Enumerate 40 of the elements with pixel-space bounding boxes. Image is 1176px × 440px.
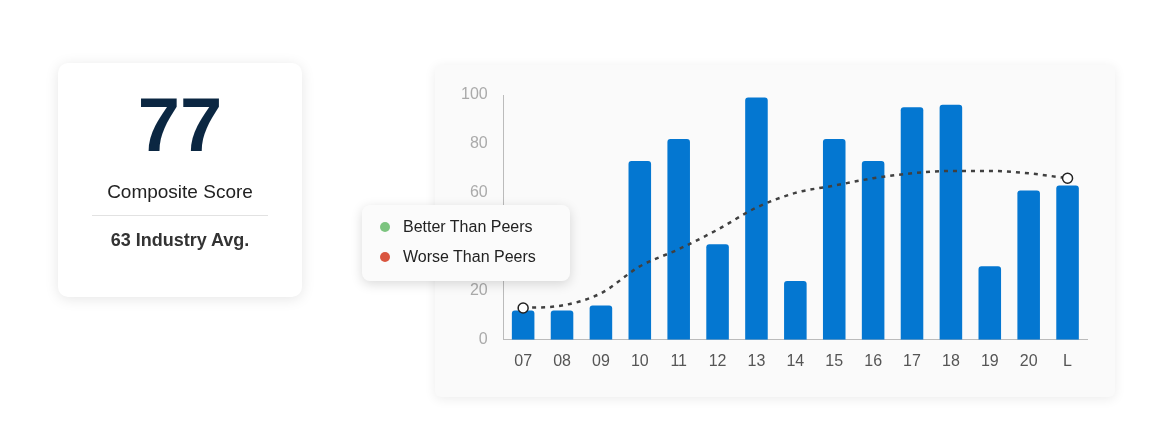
text: 77 xyxy=(136,82,224,167)
y-tick-label: 20 xyxy=(469,281,488,299)
x-tick-label: 09 xyxy=(592,351,610,369)
legend-label: Worse Than Peers xyxy=(403,248,536,266)
bar xyxy=(628,161,652,340)
bar xyxy=(978,266,1002,340)
x-tick-label: 18 xyxy=(942,351,960,369)
bar xyxy=(861,161,885,340)
x-tick-label: 10 xyxy=(630,351,649,369)
x-tick-label: 15 xyxy=(825,351,844,369)
bar xyxy=(1017,190,1040,340)
x-tick-label: 07 xyxy=(514,351,533,369)
bar xyxy=(822,139,846,340)
y-tick-label: 80 xyxy=(469,134,488,152)
x-tick-label: 20 xyxy=(1019,351,1038,369)
bar xyxy=(745,97,768,340)
bar xyxy=(900,107,924,340)
x-tick-label: 16 xyxy=(864,351,883,369)
x-tick-label: 11 xyxy=(670,351,688,369)
x-tick-label: L xyxy=(1063,351,1073,369)
x-tick-label: 17 xyxy=(903,351,922,369)
y-tick-label: 100 xyxy=(460,85,488,103)
x-tick-label: 12 xyxy=(708,351,727,369)
text: Composite Score xyxy=(106,181,254,203)
y-tick-label: 0 xyxy=(478,330,488,348)
x-tick-label: 19 xyxy=(980,351,999,369)
x-tick-label: 08 xyxy=(553,351,572,369)
y-tick-label: 60 xyxy=(469,183,488,201)
bar xyxy=(706,244,729,340)
bar xyxy=(667,139,690,340)
bar xyxy=(939,104,963,340)
bar xyxy=(550,310,574,340)
x-tick-label: 13 xyxy=(747,351,766,369)
legend-label: Better Than Peers xyxy=(403,218,533,236)
bar xyxy=(1056,185,1079,340)
bar xyxy=(589,305,613,340)
bar xyxy=(784,281,807,340)
bar xyxy=(511,310,535,340)
x-tick-label: 14 xyxy=(786,351,805,369)
text: 63 Industry Avg. xyxy=(109,230,251,251)
